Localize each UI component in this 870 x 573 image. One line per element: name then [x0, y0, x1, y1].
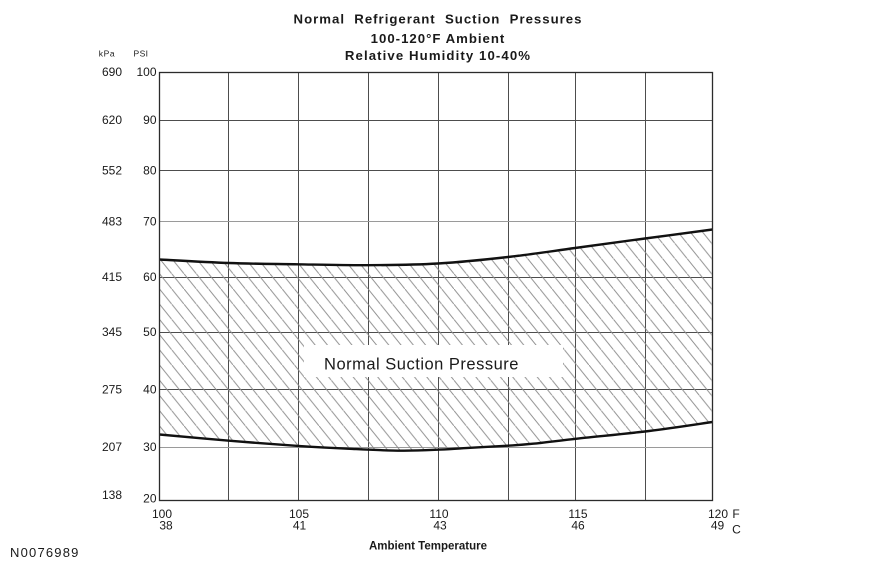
svg-text:N0076989: N0076989 [10, 545, 80, 560]
svg-text:80: 80 [143, 163, 157, 177]
svg-text:Relative Humidity 10-40%: Relative Humidity 10-40% [345, 48, 531, 63]
svg-text:30: 30 [143, 440, 157, 454]
svg-text:110: 110 [429, 507, 448, 521]
svg-text:49: 49 [711, 519, 725, 533]
svg-text:552: 552 [102, 163, 122, 177]
svg-text:20: 20 [143, 492, 157, 506]
svg-text:Normal Suction Pressure: Normal Suction Pressure [324, 356, 519, 374]
svg-text:Normal Refrigerant Suction: Normal Refrigerant Suction Pressures [294, 12, 583, 27]
svg-text:115: 115 [568, 507, 587, 521]
svg-text:43: 43 [433, 519, 447, 533]
svg-text:F: F [732, 507, 739, 521]
svg-text:100: 100 [136, 65, 156, 79]
svg-text:275: 275 [102, 383, 122, 397]
svg-text:90: 90 [143, 113, 157, 127]
svg-text:483: 483 [102, 215, 122, 229]
svg-text:38: 38 [159, 519, 173, 533]
svg-text:105: 105 [289, 507, 309, 521]
svg-text:PSI: PSI [134, 49, 149, 59]
svg-text:70: 70 [143, 215, 157, 229]
svg-text:100: 100 [152, 507, 172, 521]
svg-text:C: C [732, 523, 741, 537]
svg-text:60: 60 [143, 270, 157, 284]
svg-text:120: 120 [708, 507, 728, 521]
svg-text:620: 620 [102, 113, 122, 127]
svg-text:Ambient Temperature: Ambient Temperature [369, 541, 487, 553]
svg-text:207: 207 [102, 440, 122, 454]
svg-text:46: 46 [571, 519, 585, 533]
svg-text:kPa: kPa [99, 49, 115, 59]
svg-text:100-120°F Ambient: 100-120°F Ambient [371, 31, 506, 46]
svg-text:345: 345 [102, 325, 122, 339]
svg-text:50: 50 [143, 325, 157, 339]
svg-text:690: 690 [102, 65, 122, 79]
svg-text:41: 41 [293, 519, 307, 533]
svg-text:40: 40 [143, 383, 157, 397]
svg-text:415: 415 [102, 270, 122, 284]
svg-text:138: 138 [102, 488, 122, 502]
